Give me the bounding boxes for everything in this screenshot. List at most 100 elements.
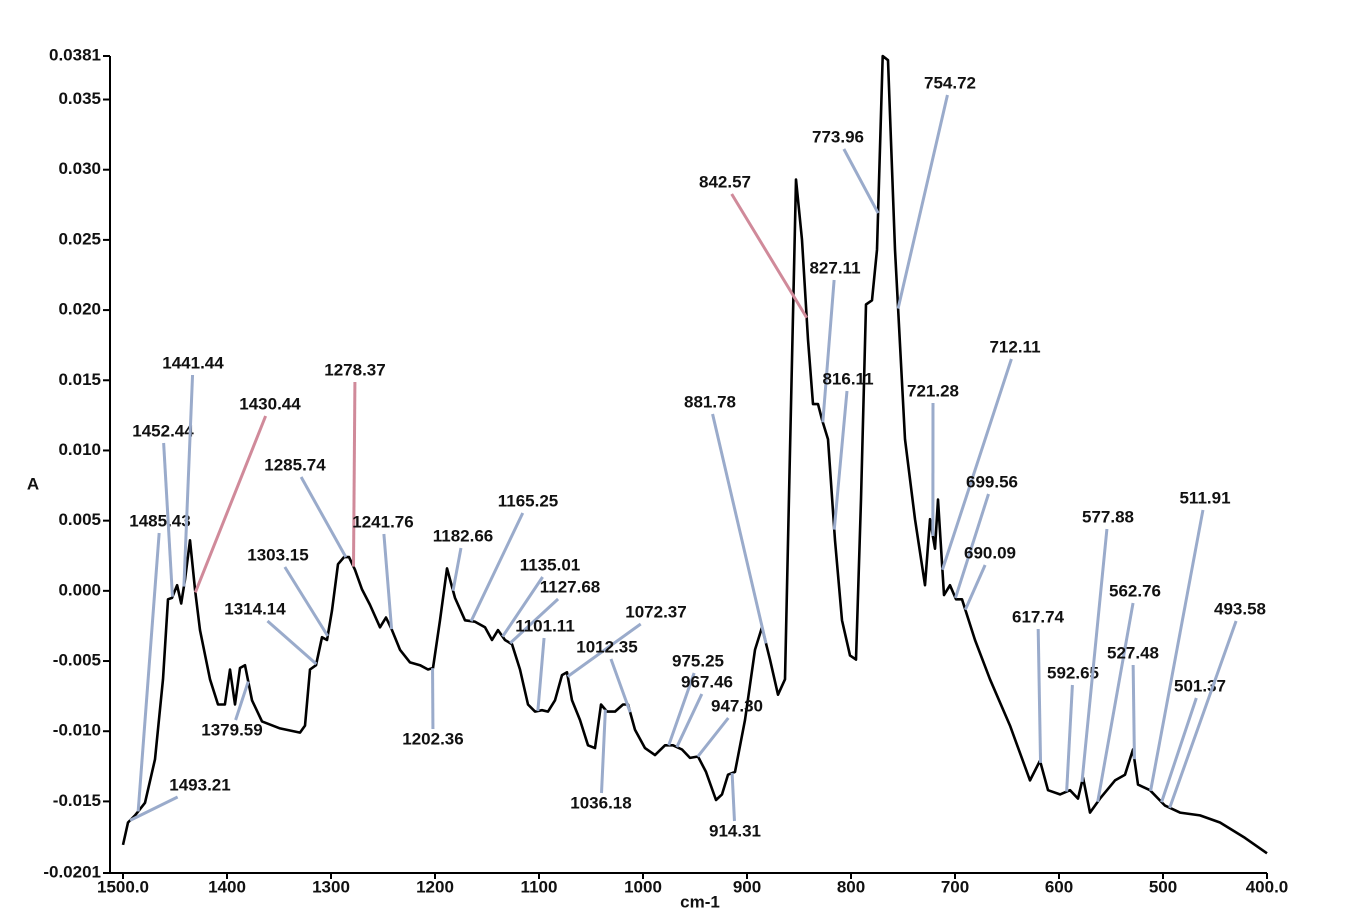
peak-label: 1285.74 <box>264 455 326 474</box>
peak-leader <box>1168 620 1238 809</box>
peak-label: 1485.43 <box>129 511 190 530</box>
y-tick-label: 0.000 <box>58 580 101 599</box>
peak-label: 501.37 <box>1174 676 1226 695</box>
peak-leader <box>234 681 250 721</box>
peak-label: 1441.44 <box>162 353 224 372</box>
peak-leader <box>963 564 987 611</box>
x-tick-label: 1200 <box>416 877 454 896</box>
peak-label: 511.91 <box>1179 488 1230 507</box>
peak-label: 947.30 <box>711 696 763 715</box>
peak-leader <box>940 358 1013 571</box>
peak-label: 493.58 <box>1214 599 1266 618</box>
peak-label: 1135.01 <box>520 555 581 574</box>
peak-label: 1127.68 <box>540 577 601 596</box>
peak-label: 690.09 <box>964 543 1016 562</box>
peak-label: 562.76 <box>1109 581 1161 600</box>
peak-label: 1202.36 <box>402 729 463 748</box>
peak-label: 1493.21 <box>169 775 230 794</box>
peak-label: 842.57 <box>699 172 751 191</box>
y-tick-label: 0.0381 <box>49 45 101 64</box>
y-axis-label: A <box>27 474 39 493</box>
peak-label: 975.25 <box>672 651 724 670</box>
peak-leader <box>667 672 696 746</box>
y-tick-label: -0.0201 <box>43 862 101 881</box>
peak-leader <box>566 622 642 678</box>
peak-leader <box>730 773 736 822</box>
peak-leader <box>675 693 704 748</box>
y-tick-label: 0.035 <box>58 89 101 108</box>
peak-label: 1452.44 <box>132 421 194 440</box>
y-tick-label: -0.005 <box>53 651 101 670</box>
x-tick-label: 1300 <box>312 877 350 896</box>
y-tick-label: -0.015 <box>53 791 101 810</box>
peak-label: 1303.15 <box>247 545 308 564</box>
peak-label: 712.11 <box>989 337 1040 356</box>
x-tick-label: 800 <box>837 877 865 896</box>
peak-leader <box>283 566 329 637</box>
peak-leader <box>1131 664 1136 760</box>
peak-leader <box>129 795 179 822</box>
x-tick-label: 700 <box>941 877 969 896</box>
y-tick-label: 0.030 <box>58 159 101 178</box>
peak-label: 816.11 <box>822 369 873 388</box>
y-tick-label: 0.005 <box>58 510 101 529</box>
x-tick-label: 1100 <box>521 877 558 896</box>
peak-leader <box>711 413 768 644</box>
y-tick-label: 0.020 <box>58 300 101 319</box>
peak-label: 1072.37 <box>625 602 686 621</box>
peak-label: 1241.76 <box>352 512 413 531</box>
peak-leader <box>832 390 849 530</box>
peak-leader <box>299 476 348 558</box>
peak-label: 914.31 <box>709 821 761 840</box>
peak-leader <box>193 415 268 594</box>
peak-leader <box>266 619 318 666</box>
peak-leader <box>1036 628 1043 763</box>
x-tick-label: 500 <box>1149 877 1177 896</box>
peak-label: 1036.18 <box>570 793 631 812</box>
peak-leader <box>600 709 607 794</box>
peak-leader <box>896 94 949 309</box>
peak-label: 1379.59 <box>201 720 262 739</box>
peak-leader <box>509 597 560 645</box>
peak-label: 1314.14 <box>224 599 286 618</box>
peak-leader <box>536 637 546 712</box>
peak-label: 1012.35 <box>576 637 637 656</box>
peak-leader <box>469 512 525 622</box>
x-tick-label: 900 <box>733 877 761 896</box>
y-tick-label: -0.010 <box>53 721 101 740</box>
peak-label: 827.11 <box>809 258 860 277</box>
peak-leader <box>451 547 463 592</box>
peak-leader <box>609 658 632 713</box>
x-axis-label: cm-1 <box>680 892 720 911</box>
peak-label: 721.28 <box>907 381 959 400</box>
x-tick-label: 1000 <box>624 877 662 896</box>
peak-leader <box>1149 509 1205 792</box>
peak-leader <box>696 717 730 758</box>
peak-label: 1430.44 <box>239 394 301 413</box>
y-tick-label: 0.015 <box>58 370 101 389</box>
peak-label: 1182.66 <box>433 526 494 545</box>
x-tick-label: 400.0 <box>1246 877 1289 896</box>
peak-leader <box>821 279 836 423</box>
peak-leader <box>1096 602 1135 803</box>
peak-label: 577.88 <box>1082 507 1134 526</box>
peak-leader <box>501 576 544 638</box>
peak-leader <box>182 374 195 587</box>
peak-leader <box>162 442 174 597</box>
y-tick-label: 0.025 <box>58 229 101 248</box>
peak-label: 1278.37 <box>324 360 385 379</box>
peak-leader <box>954 493 990 599</box>
peak-leader <box>842 148 880 214</box>
peak-label: 754.72 <box>924 73 976 92</box>
y-tick-label: 0.010 <box>58 440 101 459</box>
peak-label: 527.48 <box>1107 643 1159 662</box>
peak-label: 1165.25 <box>498 491 559 510</box>
peak-leader <box>1160 697 1198 803</box>
peak-leader <box>382 533 394 630</box>
x-tick-label: 1400 <box>208 877 246 896</box>
peak-label: 773.96 <box>812 127 864 146</box>
peak-leader <box>351 381 357 567</box>
peak-leader <box>1065 684 1074 792</box>
